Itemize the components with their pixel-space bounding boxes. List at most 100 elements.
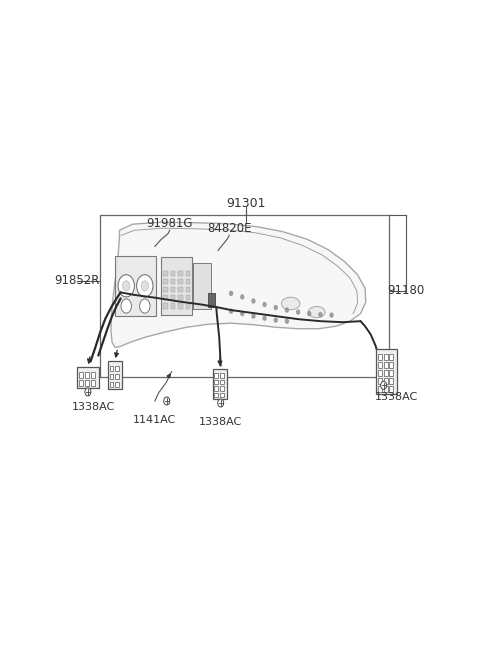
Bar: [163, 287, 168, 292]
Circle shape: [118, 275, 134, 297]
Bar: [214, 373, 218, 378]
Bar: [108, 361, 122, 389]
Bar: [178, 295, 183, 300]
Circle shape: [381, 381, 386, 390]
Bar: [384, 354, 388, 359]
Circle shape: [252, 314, 255, 318]
Circle shape: [122, 281, 130, 291]
Circle shape: [140, 299, 150, 313]
Bar: [376, 350, 397, 394]
Bar: [163, 279, 168, 284]
Bar: [115, 255, 156, 316]
Circle shape: [85, 388, 91, 396]
Text: 1141AC: 1141AC: [133, 415, 177, 424]
Bar: [378, 379, 382, 384]
Bar: [214, 386, 218, 391]
Bar: [163, 295, 168, 300]
Bar: [186, 271, 190, 276]
Circle shape: [274, 318, 277, 322]
Bar: [214, 380, 218, 384]
Circle shape: [164, 397, 170, 405]
Bar: [389, 379, 393, 384]
Bar: [171, 279, 175, 284]
Bar: [213, 369, 228, 400]
Bar: [91, 372, 95, 378]
Bar: [389, 370, 393, 376]
Bar: [378, 354, 382, 359]
Bar: [378, 386, 382, 392]
Bar: [77, 367, 99, 388]
Bar: [85, 380, 89, 386]
Bar: [384, 370, 388, 376]
Bar: [178, 279, 183, 284]
Text: 1338AC: 1338AC: [198, 417, 241, 427]
Bar: [178, 287, 183, 292]
Circle shape: [286, 308, 288, 312]
Bar: [171, 295, 175, 300]
Circle shape: [229, 291, 233, 295]
Circle shape: [121, 299, 132, 313]
Bar: [79, 372, 83, 378]
Bar: [186, 304, 190, 308]
Circle shape: [286, 319, 288, 323]
Bar: [186, 287, 190, 292]
Circle shape: [218, 399, 224, 407]
Bar: [193, 263, 211, 308]
Text: 84820E: 84820E: [207, 222, 252, 236]
Bar: [109, 366, 113, 371]
Text: 91180: 91180: [387, 284, 425, 297]
Ellipse shape: [281, 297, 300, 310]
Bar: [171, 304, 175, 308]
Circle shape: [274, 306, 277, 310]
Circle shape: [319, 313, 322, 317]
Bar: [389, 362, 393, 368]
Bar: [220, 393, 224, 398]
Bar: [389, 354, 393, 359]
Text: 1338AC: 1338AC: [72, 402, 115, 412]
Bar: [85, 372, 89, 378]
Bar: [220, 380, 224, 384]
Text: 91301: 91301: [226, 197, 266, 210]
Bar: [186, 279, 190, 284]
Bar: [171, 271, 175, 276]
Bar: [115, 366, 119, 371]
Ellipse shape: [308, 306, 325, 318]
Circle shape: [330, 313, 333, 317]
Circle shape: [229, 309, 233, 313]
Circle shape: [241, 295, 244, 299]
Bar: [389, 386, 393, 392]
Circle shape: [137, 275, 153, 297]
Bar: [178, 271, 183, 276]
Circle shape: [241, 312, 244, 316]
Bar: [79, 380, 83, 386]
Bar: [109, 382, 113, 387]
Bar: [100, 215, 389, 377]
Circle shape: [308, 312, 311, 316]
Circle shape: [263, 302, 266, 306]
Bar: [115, 382, 119, 387]
Bar: [214, 393, 218, 398]
Text: 91981G: 91981G: [146, 217, 193, 230]
Bar: [91, 380, 95, 386]
Text: 91852R: 91852R: [54, 274, 99, 287]
Bar: [161, 257, 192, 315]
Bar: [178, 304, 183, 308]
Circle shape: [263, 316, 266, 320]
Bar: [378, 362, 382, 368]
Bar: [220, 373, 224, 378]
Circle shape: [141, 281, 148, 291]
Bar: [163, 304, 168, 308]
Bar: [220, 386, 224, 391]
Text: 1338AC: 1338AC: [375, 392, 418, 402]
Bar: [109, 374, 113, 379]
Polygon shape: [111, 222, 366, 348]
Circle shape: [297, 310, 300, 314]
Circle shape: [252, 299, 255, 303]
Bar: [384, 379, 388, 384]
Bar: [171, 287, 175, 292]
Bar: [384, 386, 388, 392]
Bar: [208, 293, 216, 307]
Bar: [163, 271, 168, 276]
Bar: [378, 370, 382, 376]
Bar: [115, 374, 119, 379]
